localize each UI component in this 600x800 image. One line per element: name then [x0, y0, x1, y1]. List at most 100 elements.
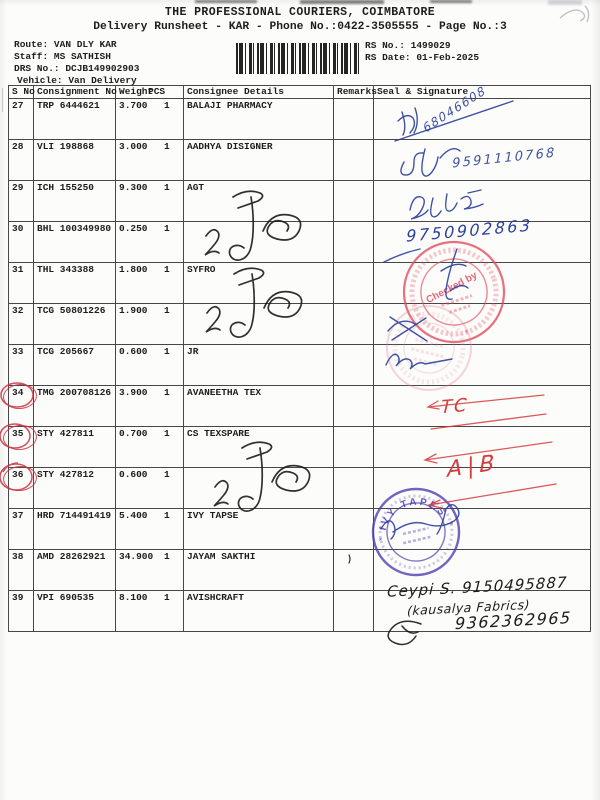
consignee-cell: IVY TAPSE — [183, 507, 334, 550]
remarks-cell — [333, 138, 374, 181]
consignment-no-cell: TCG 50801226 — [33, 302, 116, 345]
route-line: Route: VAN DLY KAR — [14, 39, 117, 50]
barcode — [236, 43, 360, 74]
consignment-no-cell: HRD 714491419 — [33, 507, 116, 550]
rs-date-value: 01-Feb-2025 — [416, 52, 480, 63]
consignment-no-cell: TRP 6444621 — [33, 97, 116, 140]
consignment-no-cell: AMD 28262921 — [33, 548, 116, 591]
col-header-consignment: Consignment No — [33, 85, 117, 99]
remarks-cell — [333, 261, 374, 304]
weight-pcs-cell: 34.900 1 — [115, 548, 184, 591]
seal-signature-cell — [373, 425, 591, 468]
remarks-cell — [333, 343, 374, 386]
consignee-cell: JAYAM SAKTHI — [183, 548, 334, 591]
rs-no-value: 1499029 — [410, 40, 451, 51]
table-row: 31 THL 343388 1.800 1 SYFRO — [8, 261, 591, 304]
table-row: 30 BHL 100349980 0.250 1 — [8, 220, 591, 263]
scan-edge-artifact — [2, 88, 3, 112]
weight-pcs-cell: 0.700 1 — [115, 425, 184, 468]
s-no-cell: 27 — [8, 97, 34, 140]
consignee-cell: BALAJI PHARMACY — [183, 97, 334, 140]
s-no-cell: 29 — [8, 179, 34, 222]
consignment-no-cell: TMG 200708126 — [33, 384, 116, 427]
weight-pcs-cell: 9.300 1 — [115, 179, 184, 222]
col-header-remarks: Remarks — [333, 85, 377, 99]
consignee-cell: CS TEXSPARE — [183, 425, 334, 468]
route-label: Route: — [14, 39, 49, 50]
route-value: VAN DLY KAR — [53, 39, 117, 50]
consignee-cell — [183, 220, 334, 263]
table-row: 28 VLI 198868 3.000 1 AADHYA DISIGNER — [8, 138, 591, 181]
s-no-cell: 31 — [8, 261, 34, 304]
remarks-cell — [333, 302, 374, 345]
runsheet-table-body: 27 TRP 6444621 3.700 1 BALAJI PHARMACY 28… — [1, 97, 591, 632]
seal-signature-cell — [373, 548, 591, 591]
s-no-cell: 33 — [8, 343, 34, 386]
seal-signature-cell — [373, 97, 591, 140]
consignee-cell: AADHYA DISIGNER — [183, 138, 334, 181]
seal-signature-cell — [373, 589, 591, 632]
col-header-weight: Weight — [119, 86, 154, 97]
weight-pcs-cell: 8.100 1 — [115, 589, 184, 632]
rs-no-line: RS No.: 1499029 — [365, 40, 451, 51]
runsheet-table: S No Consignment No Weight PCS Consignee … — [1, 85, 591, 632]
red-circle-annotation — [1, 464, 39, 493]
document-subtitle: Delivery Runsheet - KAR - Phone No.:0422… — [93, 21, 507, 33]
seal-signature-cell — [373, 220, 591, 263]
consignee-cell: AGT — [183, 179, 334, 222]
table-row: 27 TRP 6444621 3.700 1 BALAJI PHARMACY — [8, 97, 591, 140]
remarks-cell — [333, 97, 374, 140]
s-no-cell: 32 — [8, 302, 34, 345]
vehicle-line: Vehicle: Van Delivery — [17, 75, 137, 86]
consignee-cell: SYFRO — [183, 261, 334, 304]
weight-pcs-cell: 0.600 1 — [115, 466, 184, 509]
consignee-cell: AVISHCRAFT — [183, 589, 334, 632]
seal-signature-cell — [373, 302, 591, 345]
col-header-seal-signature: Seal & Signature — [373, 85, 591, 99]
table-row: 39 VPI 690535 8.100 1 AVISHCRAFT — [8, 589, 591, 632]
table-header-row: S No Consignment No Weight PCS Consignee … — [8, 85, 591, 99]
vehicle-value: Van Delivery — [68, 75, 137, 86]
table-row: 37 HRD 714491419 5.400 1 IVY TAPSE — [8, 507, 591, 550]
seal-signature-cell — [373, 343, 591, 386]
rs-date-label: RS Date: — [365, 52, 411, 63]
consignee-cell: AVANEETHA TEX — [183, 384, 334, 427]
red-circle-annotation — [1, 382, 39, 411]
weight-pcs-cell: 0.600 1 — [115, 343, 184, 386]
s-no-cell: 30 — [8, 220, 34, 263]
consignment-no-cell: STY 427812 — [33, 466, 116, 509]
seal-signature-cell — [373, 138, 591, 181]
s-no-cell: 39 — [8, 589, 34, 632]
consignment-no-cell: STY 427811 — [33, 425, 116, 468]
remarks-cell — [333, 466, 374, 509]
weight-pcs-cell: 0.250 1 — [115, 220, 184, 263]
consignment-no-cell: VLI 198868 — [33, 138, 116, 181]
consignment-no-cell: BHL 100349980 — [33, 220, 116, 263]
drs-no-line: DRS No.: DCJB149902903 — [14, 63, 139, 74]
s-no-cell: 36 — [1, 464, 39, 509]
s-no-cell: 37 — [8, 507, 34, 550]
table-row: 33 TCG 205667 0.600 1 JR — [8, 343, 591, 386]
s-no-cell: 35 — [1, 423, 39, 468]
seal-signature-cell — [373, 507, 591, 550]
seal-signature-cell — [373, 466, 591, 509]
weight-pcs-cell: 3.700 1 — [115, 97, 184, 140]
consignee-cell — [183, 302, 334, 345]
rs-no-label: RS No.: — [365, 40, 405, 51]
consignment-no-cell: TCG 205667 — [33, 343, 116, 386]
scan-smudge — [300, 0, 384, 4]
table-row: 35 STY 427811 0.700 1 CS TEXSPARE — [1, 423, 591, 468]
document-title: THE PROFESSIONAL COURIERS, COIMBATORE — [164, 6, 436, 19]
remarks-cell — [333, 548, 374, 591]
s-no-cell: 28 — [8, 138, 34, 181]
scan-smudge — [548, 0, 582, 5]
weight-pcs-cell: 3.000 1 — [115, 138, 184, 181]
remarks-cell — [333, 507, 374, 550]
drs-label: DRS No.: — [14, 63, 60, 74]
remarks-cell — [333, 589, 374, 632]
staff-label: Staff: — [14, 51, 49, 62]
col-header-consignee: Consignee Details — [183, 85, 334, 99]
consignment-no-cell: THL 343388 — [33, 261, 116, 304]
consignee-cell — [183, 466, 334, 509]
